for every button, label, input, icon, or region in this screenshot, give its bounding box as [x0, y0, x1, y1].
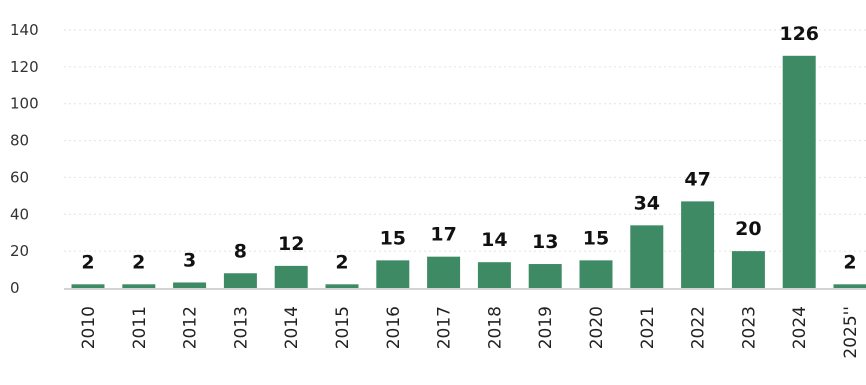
data-label: 2	[81, 251, 94, 273]
x-tick-label: 2015	[333, 306, 353, 349]
data-label: 17	[430, 224, 456, 246]
data-label: 15	[380, 227, 406, 249]
bar	[376, 260, 410, 288]
x-tick-label: 2013	[231, 306, 251, 349]
bar	[223, 273, 257, 288]
x-tick-label: 2011	[130, 306, 150, 349]
gridlines	[64, 29, 866, 252]
data-label: 13	[532, 231, 558, 253]
data-label: 20	[735, 218, 761, 240]
y-tick-label: 20	[10, 242, 29, 260]
x-tick-label: 2023	[739, 306, 759, 349]
data-label: 47	[684, 168, 710, 190]
bar	[681, 201, 715, 288]
data-label: 14	[481, 229, 507, 251]
x-tick-label: 2012	[181, 306, 201, 349]
bar	[122, 284, 156, 288]
data-label: 12	[278, 233, 304, 255]
data-label: 2	[335, 251, 348, 273]
data-label: 15	[583, 227, 609, 249]
bar	[833, 284, 866, 288]
data-label: 3	[183, 249, 196, 271]
bar	[274, 265, 308, 288]
x-tick-label: 2010	[79, 306, 99, 349]
x-tick-label: 2024	[790, 306, 810, 349]
bars	[71, 55, 866, 288]
y-axis-tick-labels: 0 20 40 60 80 100 120 140	[10, 21, 39, 297]
y-tick-label: 140	[10, 21, 39, 39]
y-tick-label: 120	[10, 58, 39, 76]
bar	[173, 282, 207, 288]
data-label: 2	[843, 251, 856, 273]
data-label: 126	[779, 23, 819, 45]
bar	[782, 55, 816, 288]
bar	[325, 284, 359, 288]
bar	[731, 251, 765, 288]
y-tick-label: 100	[10, 95, 39, 113]
x-tick-label: 2025''	[841, 306, 861, 359]
data-label: 2	[132, 251, 145, 273]
x-axis-tick-labels: 2010 2011 2012 2013 2014 2015 2016 2017 2018 2019…	[79, 306, 861, 359]
y-tick-label: 40	[10, 205, 29, 223]
data-labels: 2 2 3 8 12 2 15 17 14 13 15 34 47 20 126 2	[81, 23, 856, 274]
x-tick-label: 2016	[384, 306, 404, 349]
x-tick-label: 2022	[689, 306, 709, 349]
data-label: 8	[234, 240, 247, 262]
x-tick-label: 2020	[587, 306, 607, 349]
data-label: 34	[634, 192, 660, 214]
x-tick-label: 2019	[536, 306, 556, 349]
x-tick-label: 2021	[638, 306, 658, 349]
x-tick-label: 2018	[485, 306, 505, 349]
x-tick-label: 2014	[282, 306, 302, 349]
bar	[427, 256, 461, 288]
y-tick-label: 60	[10, 168, 29, 186]
bar	[477, 262, 511, 288]
y-tick-label: 0	[10, 279, 20, 297]
y-tick-label: 80	[10, 132, 29, 150]
bar	[579, 260, 613, 288]
bar	[630, 225, 664, 288]
bar	[528, 264, 562, 288]
x-tick-label: 2017	[435, 306, 455, 349]
bar	[71, 284, 105, 288]
